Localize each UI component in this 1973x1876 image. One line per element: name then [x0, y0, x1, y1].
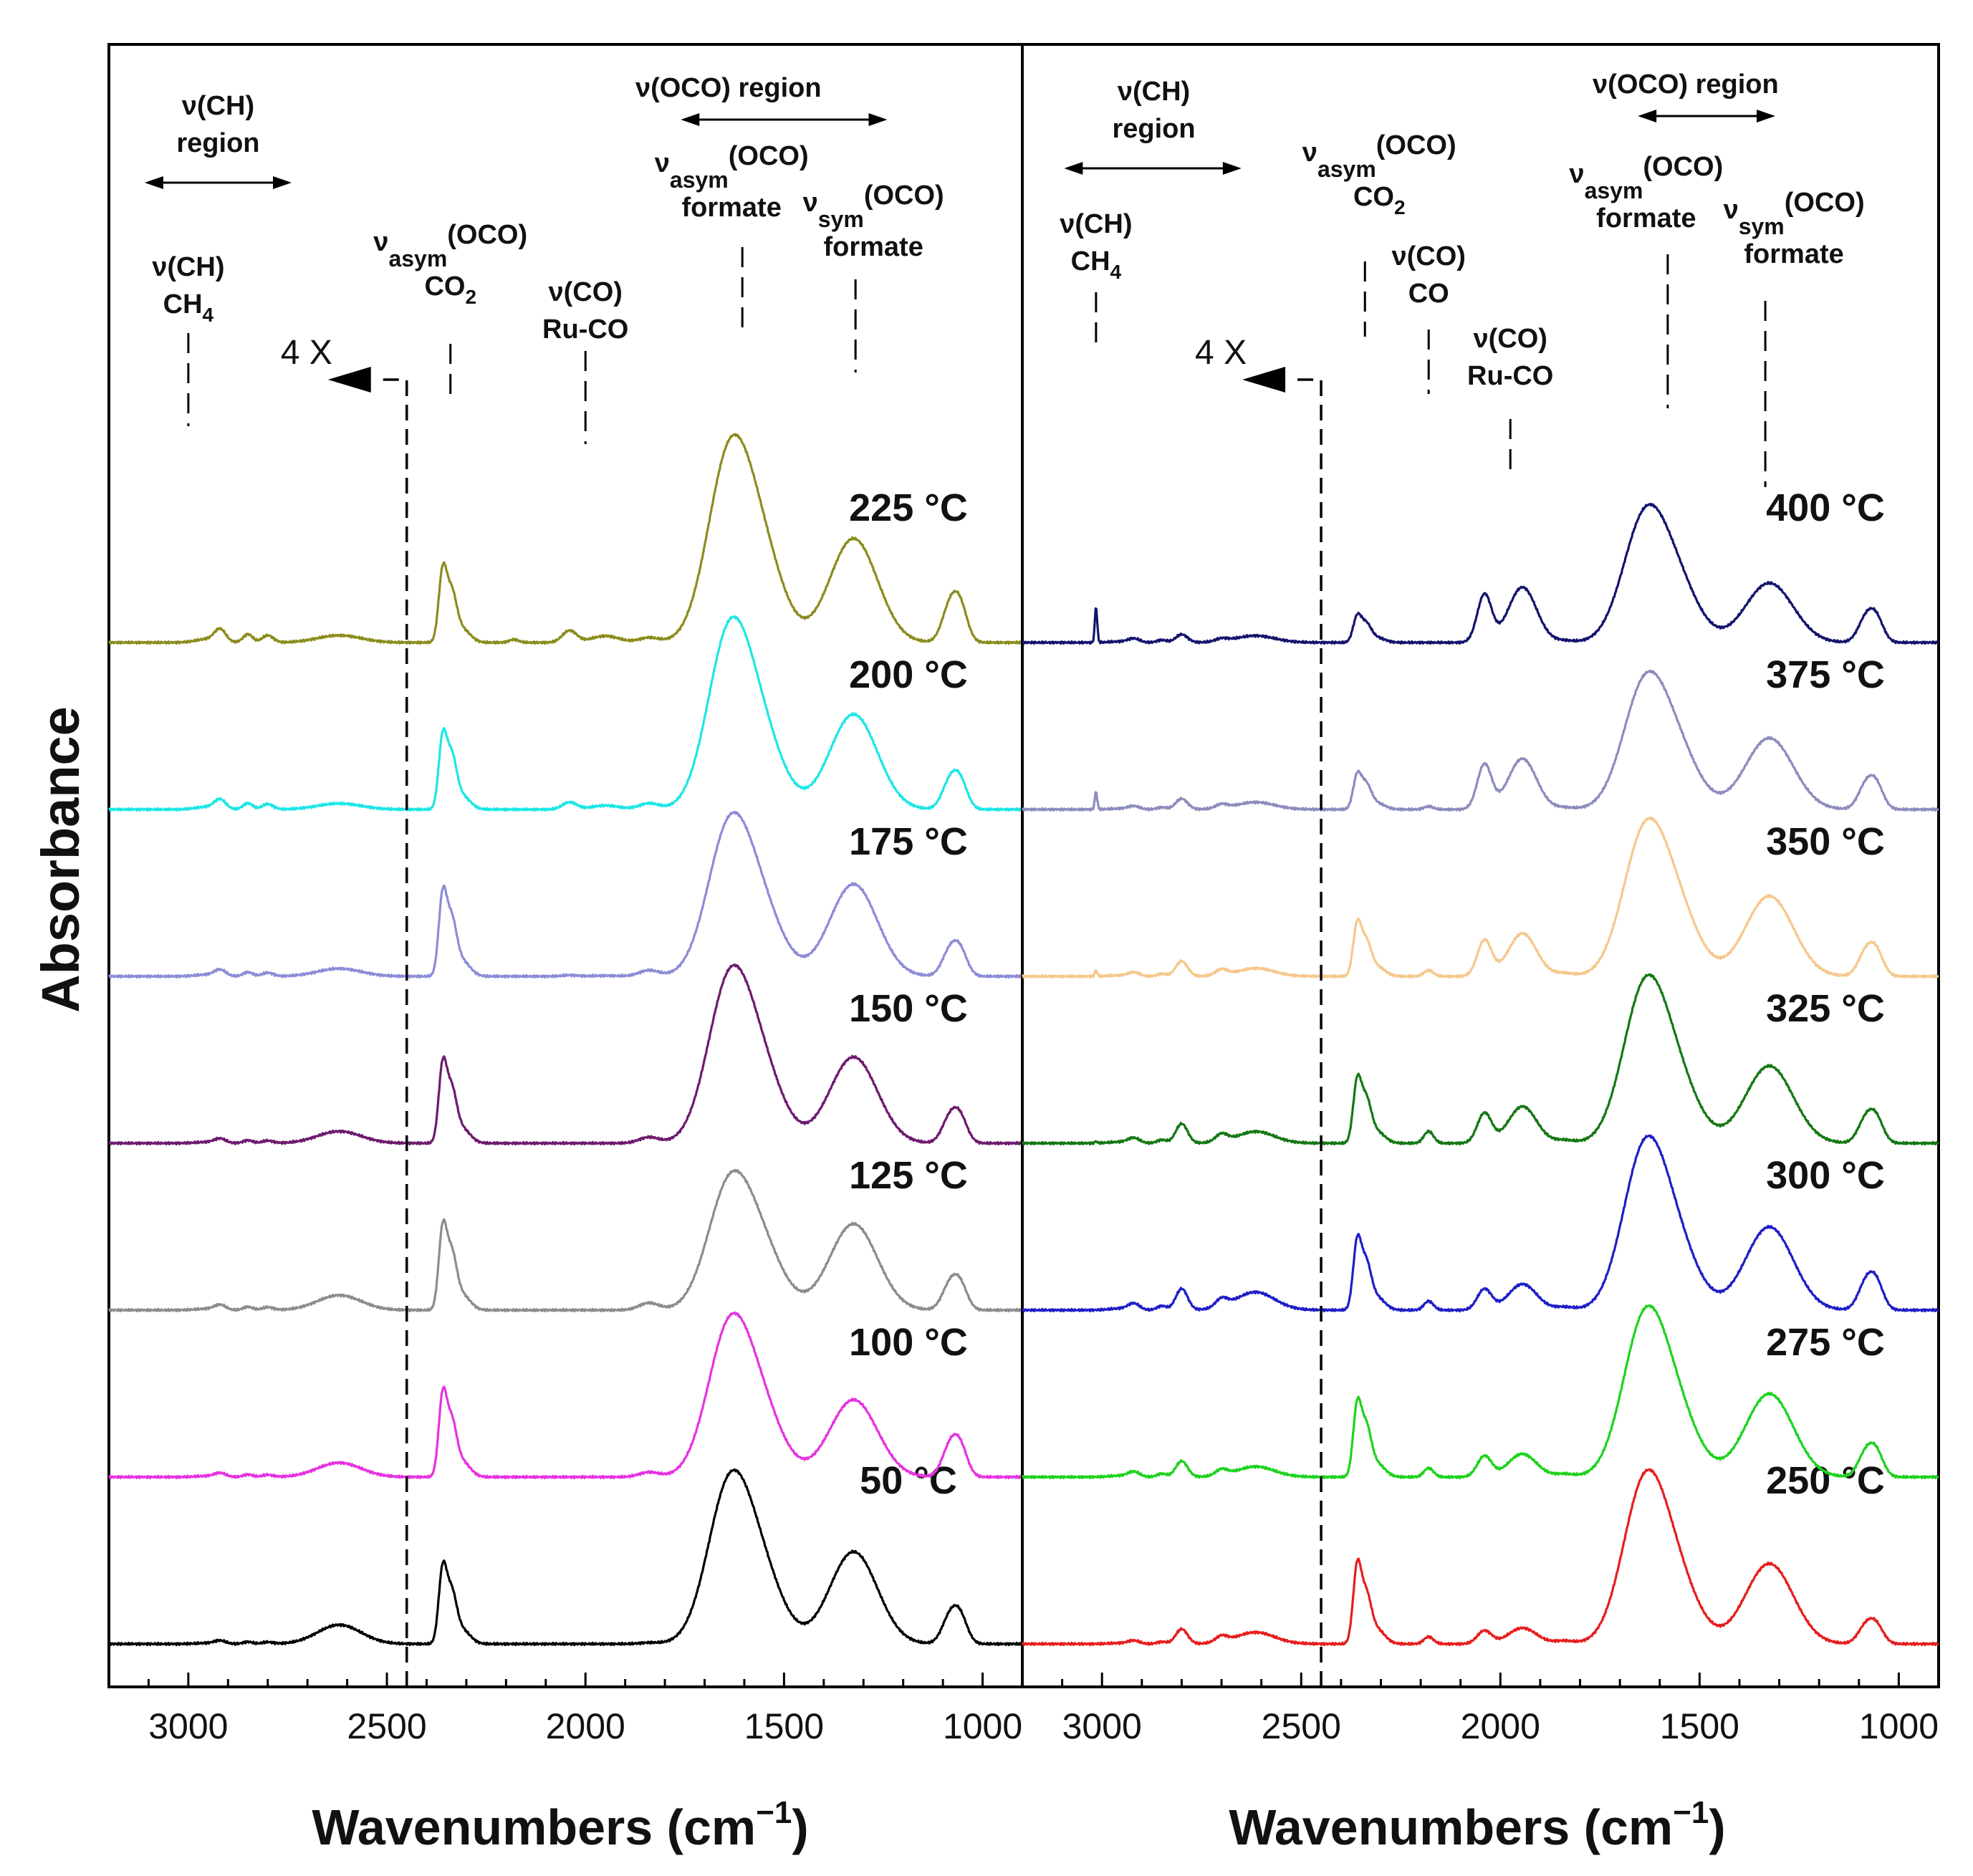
- svg-text:ν(CH): ν(CH): [152, 252, 224, 282]
- scale-arrow-icon-left: [327, 367, 371, 393]
- svg-text:CH4: CH4: [163, 289, 214, 326]
- x-tick-label-left-2000: 2000: [546, 1706, 625, 1746]
- panel-left: 3000 2500 2000 1500 1000 50 °C 100 °C 125 °C 150…: [107, 43, 1024, 1746]
- x-tick-label-right-3000: 3000: [1062, 1706, 1142, 1746]
- annotation-ch4-right: ν(CH) CH4: [1060, 209, 1133, 351]
- annotation-oco-region-left: ν(OCO) region: [635, 73, 888, 126]
- scale-break-line-right: [1292, 378, 1322, 1687]
- series-line-325: [1021, 973, 1939, 1146]
- series-line-225: [107, 433, 1023, 645]
- svg-text:Ru-CO: Ru-CO: [1467, 361, 1553, 391]
- annotation-ch-region-left: ν(CH) region: [144, 91, 292, 189]
- scale-break-line-left: [378, 378, 408, 1687]
- annotation-ch-region-right: ν(CH) region: [1064, 77, 1242, 175]
- annotation-asym-left: νasym(OCO)formate: [655, 141, 809, 337]
- series-line-50: [107, 1468, 1023, 1647]
- scale-note-right: 4 X: [1195, 334, 1247, 372]
- annotation-ch4-left: ν(CH) CH4: [152, 252, 225, 426]
- x-tick-label-right-1000: 1000: [1859, 1706, 1939, 1746]
- plot-frame-right: [1021, 43, 1940, 1688]
- svg-text:ν(CO): ν(CO): [1391, 241, 1465, 271]
- series-line-275: [1021, 1304, 1939, 1480]
- series-label-350: 350 °C: [1766, 820, 1885, 863]
- annotation-oco-region-right: ν(OCO) region: [1593, 69, 1779, 122]
- series-label-225: 225 °C: [849, 486, 968, 529]
- series-label-300: 300 °C: [1766, 1154, 1885, 1197]
- svg-text:ν(CH): ν(CH): [1118, 77, 1190, 107]
- series-label-375: 375 °C: [1766, 653, 1885, 696]
- series-label-250: 250 °C: [1766, 1459, 1885, 1502]
- series-line-150: [107, 963, 1023, 1146]
- series-label-150: 150 °C: [849, 987, 968, 1030]
- x-tick-label-right-2000: 2000: [1461, 1706, 1540, 1746]
- series-line-250: [1021, 1468, 1939, 1647]
- svg-text:νsym(OCO): νsym(OCO): [803, 181, 944, 232]
- series-label-325: 325 °C: [1766, 987, 1885, 1030]
- series-label-100: 100 °C: [849, 1321, 968, 1364]
- series-label-400: 400 °C: [1766, 486, 1885, 529]
- x-tick-label-left-1000: 1000: [943, 1706, 1022, 1746]
- series-label-275: 275 °C: [1766, 1321, 1885, 1364]
- series-label-200: 200 °C: [849, 653, 968, 696]
- x-axis-label-right: Wavenumbers (cm−1): [1229, 1795, 1725, 1855]
- svg-text:formate: formate: [1596, 203, 1696, 234]
- series-label-175: 175 °C: [849, 820, 968, 863]
- x-tick-label-right-2500: 2500: [1262, 1706, 1341, 1746]
- svg-text:region: region: [1112, 114, 1195, 144]
- series-line-100: [107, 1311, 1023, 1480]
- x-tick-label-right-1500: 1500: [1660, 1706, 1739, 1746]
- annotation-asym-right: νasym(OCO)formate: [1569, 152, 1723, 408]
- svg-text:formate: formate: [1744, 239, 1843, 269]
- svg-text:νasym(OCO): νasym(OCO): [655, 141, 809, 193]
- series-label-125: 125 °C: [849, 1154, 968, 1197]
- annotation-co-right: ν(CO) CO: [1391, 241, 1466, 394]
- annotation-co2-right: νasym(OCO)CO2: [1302, 130, 1456, 337]
- svg-text:ν(CH): ν(CH): [1060, 209, 1132, 239]
- svg-text:CO2: CO2: [424, 271, 476, 308]
- svg-text:ν(OCO) region: ν(OCO) region: [1593, 69, 1779, 100]
- svg-text:formate: formate: [681, 193, 781, 223]
- svg-text:CO2: CO2: [1353, 182, 1406, 218]
- annotation-ruco-right: ν(CO) Ru-CO: [1467, 324, 1553, 476]
- series-line-125: [107, 1169, 1023, 1313]
- panel-right: 3000 2500 2000 1500 1000 250 °C 275 °C 300 °C 32…: [1021, 43, 1940, 1746]
- svg-text:Ru-CO: Ru-CO: [542, 314, 628, 345]
- svg-text:νasym(OCO): νasym(OCO): [1569, 152, 1723, 203]
- svg-text:νasym(OCO): νasym(OCO): [1302, 130, 1456, 182]
- annotation-co2-left: νasym(OCO)CO2: [373, 220, 527, 398]
- svg-text:CH4: CH4: [1071, 246, 1122, 283]
- svg-text:ν(OCO) region: ν(OCO) region: [635, 73, 822, 103]
- x-axis-label-left: Wavenumbers (cm−1): [312, 1795, 808, 1855]
- svg-text:ν(CO): ν(CO): [548, 277, 622, 307]
- scale-arrow-icon-right: [1242, 367, 1286, 393]
- series-line-350: [1021, 817, 1939, 979]
- series-line-375: [1021, 669, 1939, 812]
- y-axis-label: Absorbance: [31, 706, 90, 1013]
- annotation-ruco-left: ν(CO) Ru-CO: [542, 277, 628, 444]
- series-label-50: 50 °C: [860, 1459, 957, 1502]
- x-tick-label-left-3000: 3000: [148, 1706, 228, 1746]
- annotation-sym-right: νsym(OCO)formate: [1724, 188, 1865, 487]
- scale-note-left: 4 X: [281, 334, 332, 372]
- svg-text:νasym(OCO): νasym(OCO): [373, 220, 527, 271]
- series-line-175: [107, 810, 1023, 979]
- x-tick-label-left-1500: 1500: [744, 1706, 824, 1746]
- annotation-sym-left: νsym(OCO)formate: [803, 181, 944, 372]
- svg-text:formate: formate: [823, 232, 923, 262]
- svg-text:CO: CO: [1408, 279, 1449, 309]
- svg-text:νsym(OCO): νsym(OCO): [1724, 188, 1865, 239]
- series-line-200: [107, 615, 1023, 812]
- series-line-300: [1021, 1134, 1939, 1313]
- svg-text:ν(CO): ν(CO): [1473, 324, 1547, 354]
- x-tick-label-left-2500: 2500: [347, 1706, 426, 1746]
- series-line-400: [1021, 502, 1939, 645]
- svg-text:ν(CH): ν(CH): [182, 91, 254, 121]
- svg-text:region: region: [176, 128, 259, 158]
